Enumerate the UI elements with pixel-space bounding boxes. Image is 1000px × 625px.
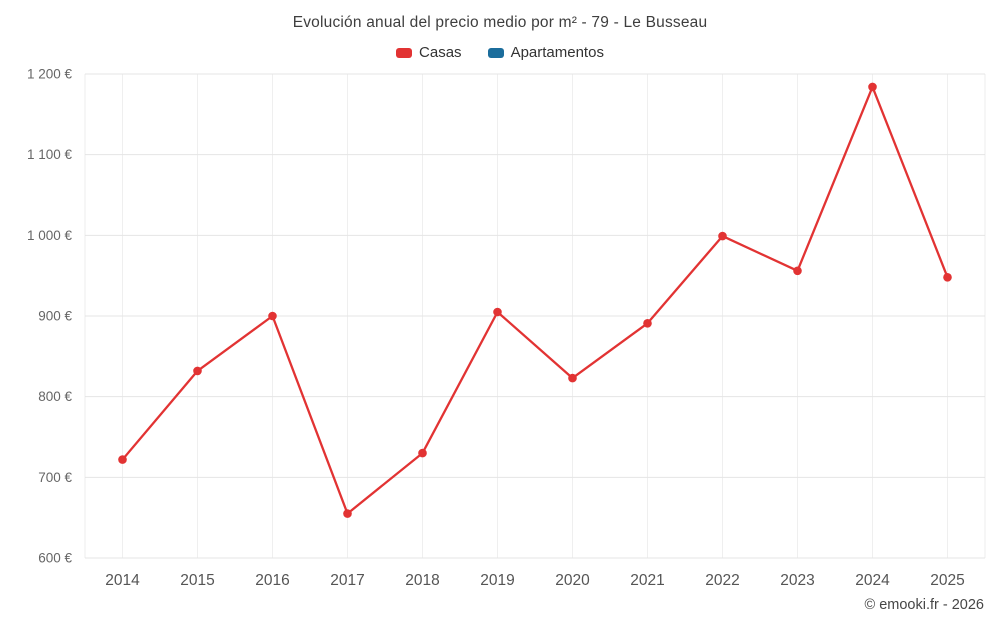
- casas-series-swatch: [396, 47, 413, 58]
- data-point[interactable]: [343, 509, 352, 518]
- data-point[interactable]: [718, 231, 727, 241]
- data-point[interactable]: [418, 448, 427, 458]
- y-tick-label: 1 200 €: [27, 67, 73, 82]
- legend-item-apartamentos[interactable]: Apartamentos: [487, 44, 604, 61]
- apartamentos-series-label: Apartamentos: [510, 44, 604, 61]
- data-point[interactable]: [268, 311, 277, 321]
- data-point[interactable]: [118, 455, 127, 464]
- x-tick-label: 2022: [705, 572, 739, 589]
- x-tick-label: 2014: [105, 572, 140, 589]
- x-tick-label: 2015: [180, 572, 214, 589]
- x-tick-label: 2024: [855, 572, 890, 589]
- y-tick-label: 1 100 €: [27, 147, 73, 162]
- legend: Casas Apartamentos: [0, 44, 1000, 61]
- chart-title: Evolución anual del precio medio por m² …: [292, 14, 708, 31]
- y-tick-label: 600 €: [38, 551, 72, 566]
- x-tick-label: 2025: [930, 572, 964, 589]
- x-tick-label: 2020: [555, 572, 590, 589]
- x-tick-label: 2018: [405, 572, 439, 589]
- x-tick-label: 2017: [330, 572, 364, 589]
- x-tick-label: 2021: [630, 572, 664, 589]
- data-point[interactable]: [568, 373, 577, 383]
- apartamentos-series-swatch: [487, 47, 504, 58]
- series-line-casas: [121, 85, 949, 515]
- casas-series-label: Casas: [419, 44, 462, 61]
- y-tick-label: 800 €: [38, 389, 72, 404]
- data-point[interactable]: [193, 366, 202, 376]
- data-point[interactable]: [868, 82, 877, 92]
- x-tick-label: 2016: [255, 572, 289, 589]
- y-tick-label: 700 €: [38, 470, 72, 485]
- x-tick-label: 2019: [480, 572, 514, 589]
- x-tick-label: 2023: [780, 572, 814, 589]
- legend-item-casas[interactable]: Casas: [396, 44, 462, 61]
- y-tick-label: 900 €: [38, 309, 72, 324]
- credits-link[interactable]: © emooki.fr - 2026: [864, 597, 984, 613]
- data-point[interactable]: [943, 273, 952, 282]
- y-tick-label: 1 000 €: [27, 228, 73, 243]
- data-point[interactable]: [793, 266, 802, 276]
- data-point[interactable]: [493, 307, 502, 317]
- data-point[interactable]: [643, 319, 652, 328]
